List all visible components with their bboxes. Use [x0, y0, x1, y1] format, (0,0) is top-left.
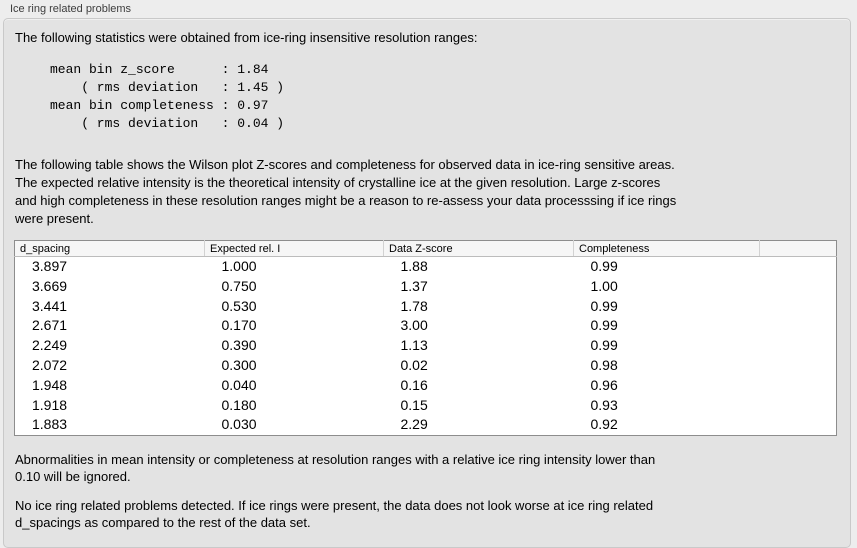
column-header-completeness[interactable]: Completeness [573, 240, 760, 257]
table-cell: 3.669 [32, 277, 68, 294]
table-cell-empty [760, 356, 837, 376]
table-cell-empty [760, 415, 837, 435]
table-cell: 1.37 [400, 277, 428, 294]
conclusion-line: d_spacings as compared to the rest of th… [15, 515, 311, 530]
table-cell: 0.96 [590, 376, 618, 393]
table-cell-empty [760, 257, 837, 277]
table-cell-empty [760, 336, 837, 356]
table-cell-empty [760, 297, 837, 317]
results-table-container: d_spacing Expected rel. I Data Z-score C… [14, 240, 837, 437]
note-line: 0.10 will be ignored. [15, 469, 131, 484]
table-cell: 1.13 [400, 337, 428, 354]
table-cell: 0.99 [590, 337, 618, 354]
table-cell: 3.897 [32, 258, 68, 274]
table-cell: 0.030 [221, 416, 257, 433]
description-line: and high completeness in these resolutio… [15, 193, 677, 208]
stats-line: mean bin z_score : 1.84 [50, 62, 269, 77]
table-row[interactable]: 3.897 1.000 1.88 0.99 [15, 257, 837, 277]
description-line: were present. [15, 211, 94, 226]
table-cell: 3.441 [32, 297, 68, 314]
column-header-expected-rel-i[interactable]: Expected rel. I [204, 240, 384, 257]
conclusion-text: No ice ring related problems detected. I… [15, 497, 653, 531]
intro-text: The following statistics were obtained f… [15, 30, 478, 45]
table-cell: 0.180 [221, 396, 257, 413]
table-cell: 2.671 [32, 317, 68, 334]
table-cell: 1.000 [221, 258, 257, 274]
table-cell: 0.99 [590, 258, 618, 274]
table-cell: 0.750 [221, 277, 257, 294]
table-cell: 0.300 [221, 356, 257, 373]
table-cell: 0.390 [221, 337, 257, 354]
description-line: The following table shows the Wilson plo… [15, 157, 675, 172]
table-cell: 0.92 [590, 416, 618, 433]
table-cell: 0.98 [590, 356, 618, 373]
ice-ring-groupbox: The following statistics were obtained f… [3, 18, 851, 548]
table-cell: 0.02 [400, 356, 428, 373]
table-cell: 0.99 [590, 297, 618, 314]
table-row[interactable]: 1.948 0.040 0.16 0.96 [15, 376, 837, 396]
stats-block: mean bin z_score : 1.84 ( rms deviation … [50, 61, 284, 133]
table-cell: 1.918 [32, 396, 68, 413]
table-cell-empty [760, 277, 837, 297]
ice-ring-panel: { "panel_title": "Ice ring related probl… [3, 3, 851, 548]
table-cell: 0.040 [221, 376, 257, 393]
table-cell: 1.78 [400, 297, 428, 314]
column-header-empty [759, 240, 837, 257]
table-cell-empty [760, 396, 837, 416]
table-cell-empty [760, 376, 837, 396]
table-cell: 0.16 [400, 376, 428, 393]
table-row[interactable]: 3.441 0.530 1.78 0.99 [15, 297, 837, 317]
table-cell: 2.072 [32, 356, 68, 373]
stats-line: mean bin completeness : 0.97 [50, 98, 269, 113]
table-cell: 1.00 [590, 277, 618, 294]
table-cell: 0.170 [221, 317, 257, 334]
column-header-d-spacing[interactable]: d_spacing [14, 240, 205, 257]
stats-line: ( rms deviation : 1.45 ) [50, 80, 285, 95]
table-cell-empty [760, 316, 837, 336]
table-description: The following table shows the Wilson plo… [15, 156, 676, 228]
table-row[interactable]: 2.072 0.300 0.02 0.98 [15, 356, 837, 376]
column-header-data-z-score[interactable]: Data Z-score [383, 240, 574, 257]
table-cell: 1.948 [32, 376, 68, 393]
table-row[interactable]: 2.249 0.390 1.13 0.99 [15, 336, 837, 356]
table-cell: 0.99 [590, 317, 618, 334]
table-body: 3.897 1.000 1.88 0.99 3.669 0.750 1.37 1.00 3.44… [15, 257, 837, 436]
table-cell: 0.15 [400, 396, 428, 413]
table-cell: 3.00 [400, 317, 428, 334]
description-line: The expected relative intensity is the t… [15, 175, 661, 190]
table-cell: 2.249 [32, 337, 68, 354]
conclusion-line: No ice ring related problems detected. I… [15, 498, 654, 513]
table-row[interactable]: 1.883 0.030 2.29 0.92 [15, 415, 837, 435]
note-line: Abnormalities in mean intensity or compl… [15, 452, 656, 467]
table-cell: 2.29 [400, 416, 428, 433]
table-row[interactable]: 2.671 0.170 3.00 0.99 [15, 316, 837, 336]
ice-ring-results-table: d_spacing Expected rel. I Data Z-score C… [14, 240, 837, 437]
table-cell: 0.530 [221, 297, 257, 314]
table-cell: 1.88 [400, 258, 428, 274]
table-cell: 1.883 [32, 416, 68, 433]
table-row[interactable]: 1.918 0.180 0.15 0.93 [15, 396, 837, 416]
stats-line: ( rms deviation : 0.04 ) [50, 116, 285, 131]
table-header-row: d_spacing Expected rel. I Data Z-score C… [14, 240, 837, 257]
note-text: Abnormalities in mean intensity or compl… [15, 451, 655, 485]
table-cell: 0.93 [590, 396, 618, 413]
table-row[interactable]: 3.669 0.750 1.37 1.00 [15, 277, 837, 297]
panel-title: Ice ring related problems [10, 3, 132, 15]
